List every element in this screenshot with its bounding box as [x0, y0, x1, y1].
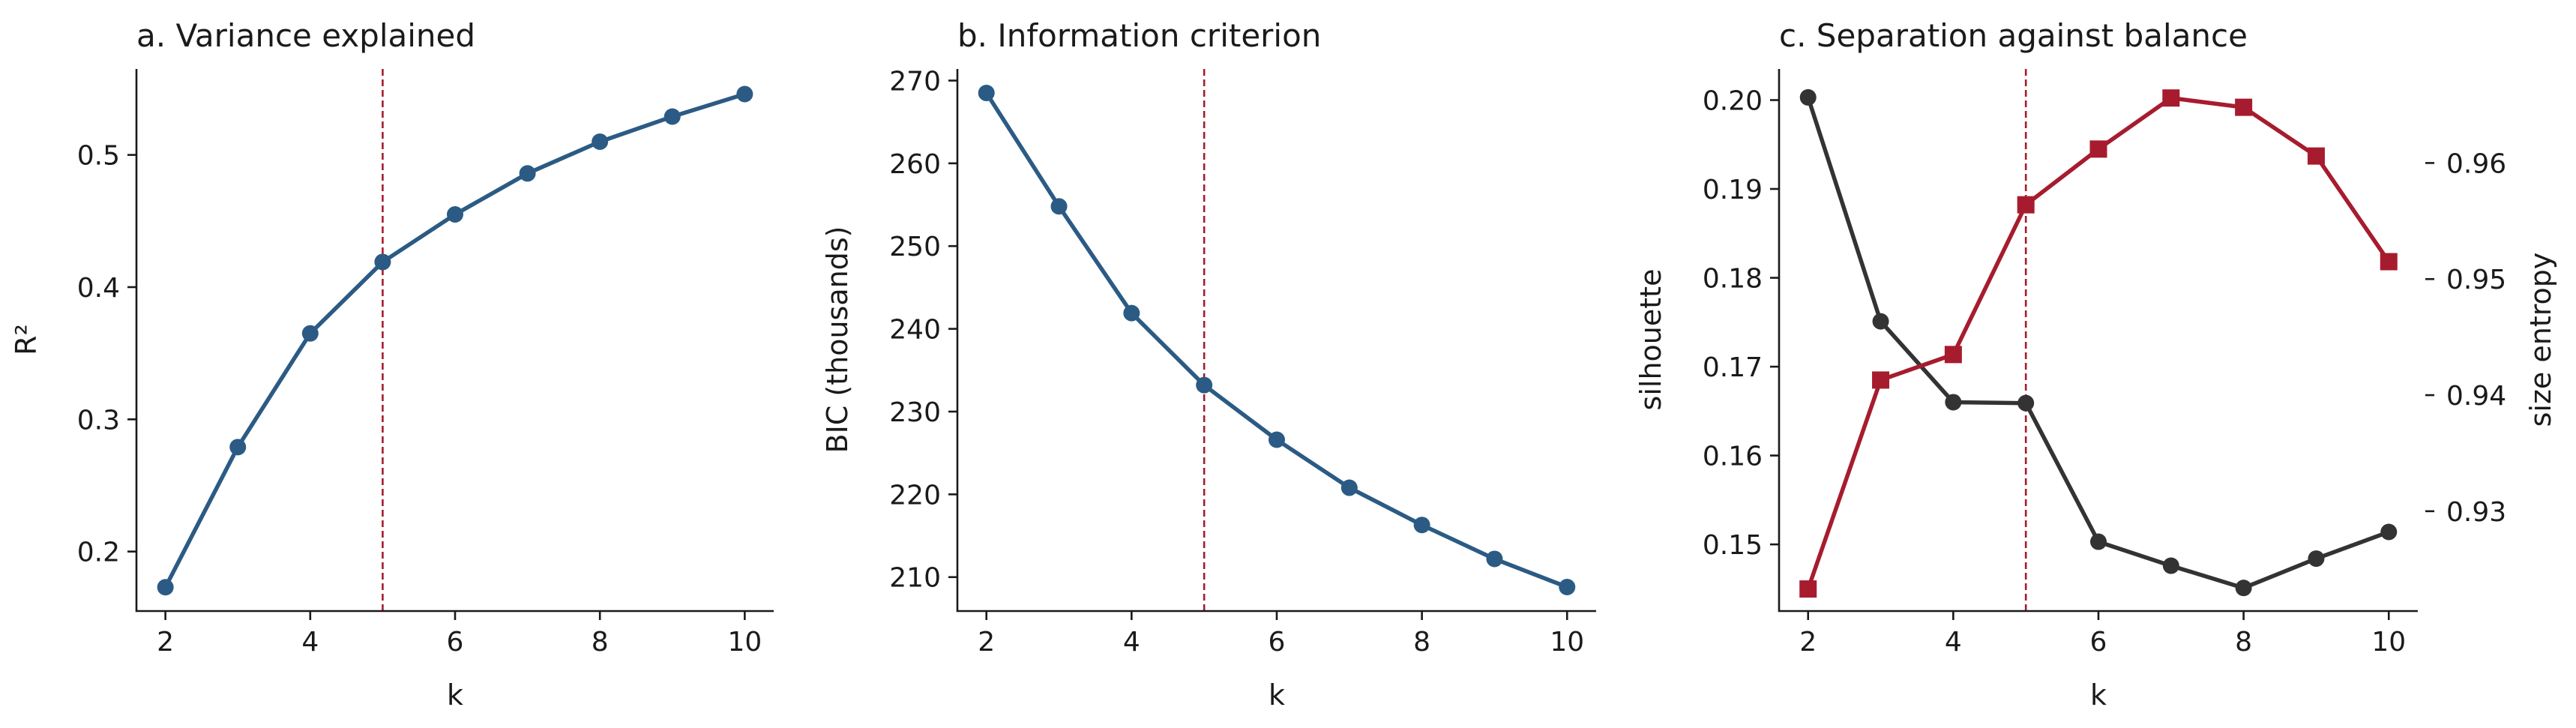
panel-a-xlabel: k [447, 679, 463, 712]
panel-b-ytick-label: 260 [889, 149, 941, 180]
panel-b-xtick-label: 8 [1413, 627, 1430, 658]
panel-a-series-0-point [157, 579, 174, 596]
panel-c-xtick-label: 6 [2090, 627, 2107, 658]
panel-b-xtick-label: 6 [1269, 627, 1286, 658]
panel-b: b. Information criterion 2 4 6 8 10 210 220 230… [821, 17, 1596, 712]
panel-b-series-0-point [1340, 479, 1358, 496]
panel-b-series-0-point [1269, 431, 1285, 448]
panel-c-ytick-label: 0.15 [1703, 530, 1763, 561]
panel-b-xlabel: k [1269, 679, 1285, 712]
panel-c-series-0-point [1872, 313, 1889, 330]
panel-c-ytick-label: 0.17 [1703, 352, 1763, 383]
panel-c-ytick-label: 0.19 [1703, 175, 1763, 205]
panel-b-series-0-point [1486, 550, 1503, 568]
panel-b-series-0-point [1050, 198, 1068, 215]
panel-c-ylabel: silhouette [1634, 269, 1667, 411]
panel-a-series-0-point [519, 165, 536, 182]
panel-c-series-1-point [1944, 346, 1962, 364]
panel-c-series-0-point [2308, 550, 2325, 568]
panel-a-xtick-label: 10 [727, 627, 762, 658]
panel-c-plot: 2 4 6 8 10 0.15 0.16 0.17 0.18 0.19 0.20 0.93 0.94 0.… [1703, 69, 2506, 658]
panel-c-series-1-line [1806, 95, 2391, 590]
panel-a-xtick-label: 6 [447, 627, 464, 658]
panel-a-series-0-point [736, 85, 753, 103]
panel-b-ytick-label: 230 [889, 397, 941, 428]
panel-a-plot: 2 4 6 8 10 0.2 0.3 0.4 0.5 [77, 69, 762, 658]
panel-a-title: a. Variance explained [136, 17, 475, 54]
panel-b-ytick-label: 240 [889, 315, 941, 346]
panel-c: c. Separation against balance 2 4 6 8 10 0.15… [1634, 17, 2557, 712]
panel-c-series-1-point [2162, 89, 2180, 107]
panel-a-series-0-point [229, 439, 247, 456]
panel-b-axes [956, 69, 1596, 613]
panel-c-y2tick-label: 0.94 [2446, 381, 2506, 412]
panel-c-series-1-point [2017, 196, 2035, 214]
panel-c-y2tick-label: 0.95 [2446, 265, 2506, 295]
panel-b-series-0-point [1123, 304, 1140, 322]
panel-c-xlabel: k [2090, 679, 2107, 712]
panel-c-series-0-point [2090, 533, 2107, 550]
panel-b-ylabel: BIC (thousands) [821, 226, 854, 454]
panel-c-series-0-point [2235, 580, 2252, 597]
panel-c-xtick-label: 2 [1799, 627, 1817, 658]
panel-a-xtick-label: 4 [301, 627, 319, 658]
panel-a-ytick-label: 0.5 [77, 141, 120, 172]
panel-c-ytick-label: 0.16 [1703, 442, 1763, 472]
panel-b-ytick-label: 210 [889, 563, 941, 594]
panel-c-series-1-point [2380, 253, 2398, 271]
panel-a-series-0-point [374, 253, 391, 271]
panel-b-xtick-label: 4 [1123, 627, 1140, 658]
panel-b-xtick-label: 2 [978, 627, 995, 658]
panel-c-y2label: size entropy [2524, 253, 2557, 427]
panel-a-xtick-label: 2 [157, 627, 174, 658]
panel-c-series-1-point [2089, 140, 2107, 158]
panel-c-series-0-line [1806, 97, 2390, 590]
panel-a-series-0-point [447, 205, 463, 223]
panel-a-ylabel: R² [10, 324, 43, 355]
panel-b-plot: 2 4 6 8 10 210 220 230 240 250 260 270 [889, 66, 1584, 658]
panel-c-axes [1778, 69, 2418, 613]
panel-b-series-0-point [1196, 376, 1213, 394]
panel-c-series-0-point [1945, 394, 1962, 411]
panel-c-series-0-point [2162, 557, 2179, 574]
panel-a-ytick-label: 0.2 [77, 538, 120, 568]
panel-c-series-1-point [2235, 98, 2253, 116]
panel-b-series-0-line [984, 91, 1568, 589]
panel-c-title: c. Separation against balance [1779, 17, 2248, 54]
panel-c-xtick-label: 10 [2371, 627, 2406, 658]
panel-a-xtick-label: 8 [592, 627, 609, 658]
panel-b-ytick-label: 220 [889, 480, 941, 511]
panel-c-series-1-point [1872, 371, 1890, 389]
panel-a-axes [135, 69, 774, 613]
panel-c-series-0-point [2380, 523, 2398, 541]
panel-a-ytick-label: 0.4 [77, 273, 120, 304]
panel-c-ytick-label: 0.20 [1703, 85, 1763, 116]
panel-b-title: b. Information criterion [957, 17, 1321, 54]
panel-b-ytick-label: 270 [889, 66, 941, 97]
panel-c-series-1-point [2307, 147, 2325, 165]
panel-b-series-0-point [1559, 578, 1576, 595]
panel-c-series-0-point [1799, 88, 1817, 106]
panel-b-ytick-label: 250 [889, 232, 941, 262]
panel-c-series-1-point [1799, 580, 1817, 598]
panel-c-series-0-point [2017, 394, 2035, 412]
panel-a-series-0-line [163, 91, 746, 589]
panel-c-xtick-label: 8 [2235, 627, 2252, 658]
panel-c-ytick-label: 0.18 [1703, 264, 1763, 295]
panel-b-series-0-point [978, 85, 995, 102]
panel-c-xtick-label: 4 [1945, 627, 1962, 658]
panel-a-series-0-point [301, 325, 319, 342]
panel-b-xtick-label: 10 [1550, 627, 1584, 658]
panel-c-y2tick-label: 0.96 [2446, 148, 2506, 179]
panel-b-series-0-point [1413, 517, 1430, 534]
panel-a-series-0-point [663, 108, 681, 125]
panel-a-ytick-label: 0.3 [77, 405, 120, 436]
panel-a: a. Variance explained 2 4 6 8 10 0.2 0.3 0.4 0.5… [10, 17, 774, 712]
panel-c-y2tick-label: 0.93 [2446, 497, 2506, 528]
panel-a-series-0-point [592, 133, 609, 150]
